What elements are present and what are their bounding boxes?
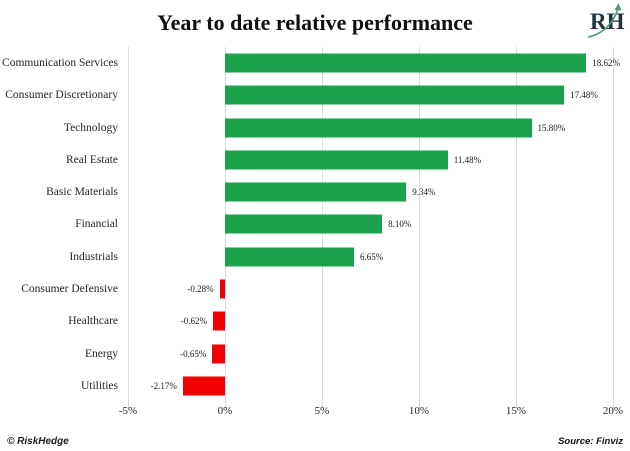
x-axis-tick-label: -5% [118,405,138,417]
bar-track: 8.10% [128,208,613,240]
copyright-text: © RiskHedge [7,436,69,447]
riskhedge-logo-graphic: RH [587,3,625,38]
value-label: -0.62% [180,316,207,327]
bar-track: 17.48% [128,79,613,111]
x-axis: -5% 0% 5% 10% 15% 20% [0,405,630,423]
negative-bar [212,311,225,331]
arrowhead-icon [614,3,622,11]
bar-row: Communication Services 18.62% [0,47,630,79]
bar-track: -0.65% [128,337,613,369]
positive-bar [225,150,448,170]
bar-track: 9.34% [128,176,613,208]
bar-row: Healthcare -0.62% [0,305,630,337]
growth-arrow-icon [587,8,619,38]
value-label: 11.48% [453,154,482,165]
bar-row: Basic Materials 9.34% [0,176,630,208]
bar-track: -0.62% [128,305,613,337]
negative-bar [219,279,225,299]
bar-row: Real Estate 11.48% [0,144,630,176]
x-axis-tick-label: 5% [314,405,330,417]
x-axis-tick-label: 20% [602,405,624,417]
bar-track: 6.65% [128,241,613,273]
bar-track: 11.48% [128,144,613,176]
value-label: 18.62% [592,58,620,69]
x-axis-tick-label: 15% [505,405,527,417]
value-label: -2.17% [150,380,177,391]
bar-row: Consumer Defensive -0.28% [0,273,630,305]
gridline [419,47,420,408]
category-label: Communication Services [2,57,118,70]
negative-bar [182,376,225,396]
value-label: -0.65% [180,348,207,359]
category-label: Basic Materials [46,186,118,199]
category-label: Utilities [80,379,118,392]
bar-rows: Communication Services 18.62% Consumer Dis… [0,47,630,402]
category-label: Industrials [69,250,118,263]
positive-bar [225,247,354,267]
value-label: 6.65% [360,251,384,262]
bar-row: Industrials 6.65% [0,241,630,273]
category-label: Healthcare [68,315,118,328]
source-text: Source: Finviz [558,436,623,447]
bar-track: 15.80% [128,112,613,144]
value-label: 8.10% [388,219,412,230]
value-label: 15.80% [537,122,566,133]
positive-bar [225,118,532,138]
value-label: -0.28% [187,283,214,294]
bar-row: Technology 15.80% [0,112,630,144]
category-label: Technology [63,121,118,134]
positive-bar [225,85,565,105]
category-label: Financial [75,218,118,231]
x-axis-tick-label: 10% [408,405,430,417]
bar-row: Financial 8.10% [0,208,630,240]
chart-title: Year to date relative performance [157,10,473,35]
bar-row: Consumer Discretionary 17.48% [0,79,630,111]
category-label: Consumer Discretionary [5,89,118,102]
logo-letters: RH [590,9,625,34]
negative-bar [212,344,225,364]
value-label: 17.48% [570,90,598,101]
bar-track: 18.62% [128,47,620,79]
bar-row: Utilities -2.17% [0,370,630,402]
gridline [516,47,517,408]
category-label: Real Estate [65,153,118,166]
positive-bar [225,53,587,73]
category-label: Consumer Defensive [21,282,118,295]
gridline [128,47,129,408]
positive-bar [225,214,383,234]
riskhedge-logo: RH [585,2,625,42]
category-label: Energy [84,347,118,360]
x-axis-tick-label: 0% [217,405,233,417]
positive-bar [225,182,407,202]
gridline [613,47,614,408]
bar-track: -0.28% [128,273,613,305]
value-label: 9.34% [412,187,436,198]
bar-track: -2.17% [128,370,613,402]
bar-row: Energy -0.65% [0,337,630,369]
